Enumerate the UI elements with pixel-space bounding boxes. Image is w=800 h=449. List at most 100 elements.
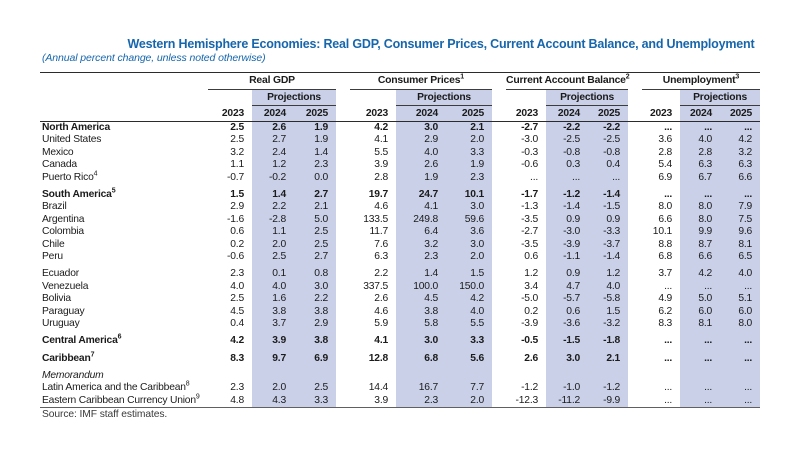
column-gap (492, 226, 506, 238)
value-cell: 4.1 (374, 335, 389, 347)
table-title: Western Hemisphere Economies: Real GDP, … (127, 37, 755, 51)
row-gap (588, 263, 629, 269)
value-cell: 0.9 (546, 213, 589, 227)
column-gap (628, 134, 642, 146)
value-cell: 2.8 (658, 146, 673, 158)
column-group-label: Consumer Prices1 (350, 72, 493, 90)
value-cell: 4.2 (374, 122, 389, 134)
column-gap (336, 293, 350, 305)
value-cell: -1.0 (546, 382, 589, 395)
row-gap (546, 183, 589, 189)
row-gap (252, 183, 294, 189)
column-gap (492, 353, 506, 365)
column-gap (336, 226, 350, 238)
value-cell: -11.2 (546, 394, 589, 408)
value-cell: 2.6 (524, 352, 539, 364)
value-cell: ... (664, 352, 673, 364)
column-gap (492, 281, 506, 293)
column-gap (336, 281, 350, 293)
value-cell: 1.9 (396, 171, 447, 184)
value-cell: -1.7 (521, 189, 539, 200)
value-cell: 4.8 (230, 394, 244, 406)
table-row: Paraguay 4.5 3.8 3.8 4.6 3.8 4.0 0.2 0.6 1.5 6.2 6.… (40, 305, 761, 318)
value-cell: 2.3 (396, 250, 447, 264)
value-cell (642, 370, 680, 382)
value-cell: 2.3 (294, 159, 337, 172)
source-note: Source: IMF staff estimates. (42, 409, 168, 420)
column-gap (492, 370, 506, 382)
projections-label: Projections (680, 89, 761, 106)
value-cell: 8.0 (658, 201, 673, 213)
value-cell (208, 370, 252, 382)
value-cell: 2.2 (252, 201, 294, 214)
value-cell: 0.8 (294, 268, 337, 281)
row-gap (294, 330, 337, 336)
table-row: Real GDP Consumer Prices1 Current Account … (40, 72, 761, 90)
value-cell: 2.6 (374, 293, 389, 305)
value-cell: ... (720, 280, 761, 294)
value-cell: 2.8 (680, 146, 721, 160)
column-gap (628, 239, 642, 251)
value-cell: ... (588, 171, 629, 184)
value-cell: 0.4 (230, 317, 244, 329)
value-cell: 6.8 (658, 250, 673, 262)
value-cell: 9.9 (680, 226, 721, 239)
column-gap (628, 268, 642, 280)
bottom-rule (588, 407, 629, 409)
value-cell: 5.0 (680, 293, 721, 306)
value-cell: 6.6 (680, 250, 721, 264)
value-cell: 3.3 (446, 146, 493, 160)
row-gap (720, 263, 761, 269)
value-cell: 0.4 (588, 159, 629, 172)
row-gap (546, 263, 589, 269)
value-cell (546, 370, 589, 383)
column-group-label: Unemployment3 (642, 72, 761, 90)
value-cell: 4.0 (680, 134, 721, 147)
column-gap (336, 382, 350, 394)
value-cell: 249.8 (396, 213, 447, 227)
value-cell: 1.4 (252, 188, 294, 202)
value-cell (588, 370, 629, 383)
value-cell: 2.5 (230, 293, 244, 305)
value-cell: ... (720, 352, 761, 366)
row-label: Venezuela (42, 280, 89, 292)
value-cell: 7.7 (446, 382, 493, 395)
value-cell: 133.5 (363, 213, 389, 225)
projections-label: Projections (396, 89, 493, 106)
value-cell: 0.9 (588, 213, 629, 227)
value-cell: 0.2 (230, 238, 244, 250)
value-cell: 5.6 (446, 352, 493, 366)
value-cell: 2.4 (252, 146, 294, 160)
column-gap (492, 305, 506, 317)
value-cell: 10.1 (652, 226, 673, 238)
value-cell: -1.5 (546, 335, 589, 348)
column-gap (492, 251, 506, 263)
value-cell: 2.5 (230, 134, 244, 146)
row-gap (588, 365, 629, 371)
row-gap (446, 347, 493, 353)
row-gap (680, 347, 721, 353)
value-cell: ... (680, 352, 721, 366)
value-cell: 3.0 (446, 238, 493, 251)
value-cell: 5.9 (374, 317, 389, 329)
value-cell: 8.3 (230, 352, 244, 364)
column-gap (492, 189, 506, 201)
value-cell: ... (720, 394, 761, 408)
footnote-marker: 5 (111, 187, 116, 195)
row-label-header (40, 105, 208, 122)
row-label: Colombia (42, 226, 84, 238)
value-cell: 6.3 (720, 159, 761, 172)
value-cell: 2.9 (230, 201, 244, 213)
column-gap (628, 370, 642, 382)
table-row: Colombia 0.6 1.1 2.5 11.7 6.4 3.6 -2.7 -3.0 -3.3 1… (40, 226, 761, 239)
value-cell: -3.9 (521, 317, 539, 329)
value-cell: 3.7 (658, 268, 673, 280)
value-cell: -2.7 (521, 122, 539, 134)
value-cell: 1.4 (396, 268, 447, 281)
row-label: Bolivia (42, 293, 71, 305)
row-label: South America5 (42, 187, 116, 200)
value-cell: 4.6 (374, 305, 389, 317)
value-cell: -5.7 (546, 293, 589, 306)
value-cell: 12.8 (368, 352, 389, 364)
value-cell: ... (664, 382, 673, 394)
